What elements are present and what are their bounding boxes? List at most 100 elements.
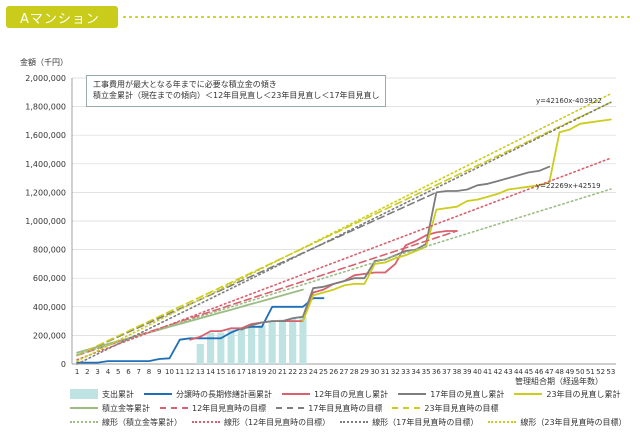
x-tick-label: 26 <box>329 368 338 376</box>
bar-expense <box>268 321 276 364</box>
bar-expense <box>278 319 287 364</box>
section-title: Aマンション <box>20 12 100 27</box>
series-line-3 <box>301 118 612 323</box>
chart-legend: 支出累計 分譲時の長期修繕計画累計 12年目の見直し累計 17年目の見直し累計 23年目… <box>70 387 635 429</box>
x-tick-label: 40 <box>473 368 482 376</box>
legend-label: 12年目の見直し累計 <box>314 389 389 399</box>
legend-swatch <box>514 393 543 395</box>
x-tick-label: 35 <box>422 368 431 376</box>
series-line-6 <box>76 191 438 357</box>
bar-expense <box>196 343 204 364</box>
legend-label: 分譲時の長期修繕計画累計 <box>176 389 272 399</box>
legend-label: 線形（23年目見直時の目標） <box>520 417 627 427</box>
annotation-line-2: 積立金累計（現在までの傾向）＜12年目見直し＜23年目見直し＜17年目見直し <box>93 91 380 100</box>
legend-label: 17年目の見直し累計 <box>430 389 505 399</box>
y-axis-label: 金額（千円） <box>20 58 68 67</box>
bar-expense <box>248 326 256 364</box>
series-line-1 <box>189 230 458 341</box>
x-tick-label: 45 <box>524 368 533 376</box>
x-tick-label: 14 <box>206 368 215 376</box>
x-tick-label: 38 <box>452 368 461 376</box>
x-tick-label: 8 <box>147 368 151 376</box>
legend-row: 積立金等累計 12年目見直時の目標 17年目見直時の目標 23年目見直時の目標 <box>70 401 635 415</box>
legend-item: 積立金等累計 <box>70 403 150 414</box>
legend-item: 12年目の見直し累計 <box>282 389 388 400</box>
bar-expense <box>299 316 307 364</box>
legend-swatch <box>70 421 98 423</box>
x-tick-label: 44 <box>514 368 523 376</box>
x-tick-label: 33 <box>401 368 410 376</box>
x-tick-label: 52 <box>596 368 605 376</box>
series-line-9 <box>76 157 612 361</box>
y-tick-label: 1,600,000 <box>25 131 66 140</box>
x-tick-label: 24 <box>309 368 318 376</box>
series-line-10 <box>76 101 612 365</box>
x-tick-label: 53 <box>606 368 615 376</box>
trend-equation-2: y=22269x+42519 <box>536 182 601 190</box>
x-tick-label: 29 <box>360 368 369 376</box>
x-tick-label: 34 <box>411 368 420 376</box>
y-tick-label: 200,000 <box>33 331 66 340</box>
y-tick-label: 600,000 <box>33 274 66 283</box>
legend-label: 線形（17年目見直時の目標） <box>372 417 479 427</box>
x-tick-label: 21 <box>278 368 287 376</box>
series-line-8 <box>76 188 612 356</box>
x-tick-label: 47 <box>545 368 554 376</box>
annotation-line-1: 工事費用が最大となる年までに必要な積立金の傾き <box>93 80 277 89</box>
legend-item: 12年目見直時の目標 <box>160 403 266 414</box>
x-axis-label: 管理組合期（経過年数） <box>515 377 603 386</box>
annotation-box: 工事費用が最大となる年までに必要な積立金の傾き 積立金累計（現在までの傾向）＜1… <box>86 75 386 107</box>
x-tick-label: 51 <box>586 368 595 376</box>
y-tick-label: 1,400,000 <box>25 160 66 169</box>
x-tick-label: 23 <box>298 368 307 376</box>
legend-swatch <box>144 393 172 395</box>
x-tick-label: 50 <box>576 368 585 376</box>
x-tick-label: 43 <box>504 368 513 376</box>
x-tick-label: 20 <box>268 368 277 376</box>
series-line-0 <box>76 297 325 364</box>
x-tick-label: 30 <box>370 368 379 376</box>
x-tick-label: 1 <box>75 368 79 376</box>
legend-row: 線形（積立金等累計） 線形（12年目見直時の目標） 線形（17年目見直時の目標） 線形… <box>70 415 635 429</box>
x-tick-label: 6 <box>126 368 131 376</box>
y-tick-label: 1,000,000 <box>25 217 66 226</box>
x-tick-label: 31 <box>381 368 390 376</box>
y-tick-label: 1,800,000 <box>25 103 66 112</box>
x-tick-label: 11 <box>175 368 184 376</box>
x-tick-label: 32 <box>391 368 400 376</box>
legend-swatch <box>392 407 421 409</box>
legend-item: 線形（積立金等累計） <box>70 417 182 428</box>
x-tick-label: 27 <box>340 368 349 376</box>
legend-item: 線形（17年目見直時の目標） <box>340 417 478 428</box>
x-tick-label: 49 <box>565 368 574 376</box>
x-tick-label: 4 <box>106 368 111 376</box>
series-line-7 <box>76 101 612 357</box>
x-tick-label: 12 <box>186 368 195 376</box>
bar-expense <box>227 329 235 364</box>
x-tick-label: 39 <box>463 368 472 376</box>
bar-expense <box>206 332 215 364</box>
legend-row: 支出累計 分譲時の長期修繕計画累計 12年目の見直し累計 17年目の見直し累計 23年目… <box>70 387 635 401</box>
x-tick-label: 36 <box>432 368 441 376</box>
series-line-11 <box>76 92 612 362</box>
x-tick-label: 15 <box>216 368 225 376</box>
bar-expense <box>237 328 245 364</box>
legend-swatch <box>282 393 310 395</box>
x-tick-label: 3 <box>95 368 99 376</box>
legend-label: 12年目見直時の目標 <box>192 403 267 413</box>
bar-expense <box>217 332 225 364</box>
legend-label: 支出累計 <box>102 389 134 399</box>
y-tick-label: 0 <box>61 360 66 369</box>
legend-item: 17年目の見直し累計 <box>398 389 504 400</box>
x-tick-label: 41 <box>483 368 492 376</box>
legend-swatch <box>488 421 517 423</box>
bar-expense <box>289 318 297 364</box>
legend-item: 23年目の見直し累計 <box>514 389 621 400</box>
legend-swatch <box>70 389 98 399</box>
x-tick-label: 28 <box>350 368 359 376</box>
x-tick-label: 37 <box>442 368 451 376</box>
legend-item: 分譲時の長期修繕計画累計 <box>144 389 272 400</box>
legend-swatch <box>192 421 220 423</box>
legend-label: 17年目見直時の目標 <box>308 403 383 413</box>
x-tick-label: 5 <box>116 368 120 376</box>
